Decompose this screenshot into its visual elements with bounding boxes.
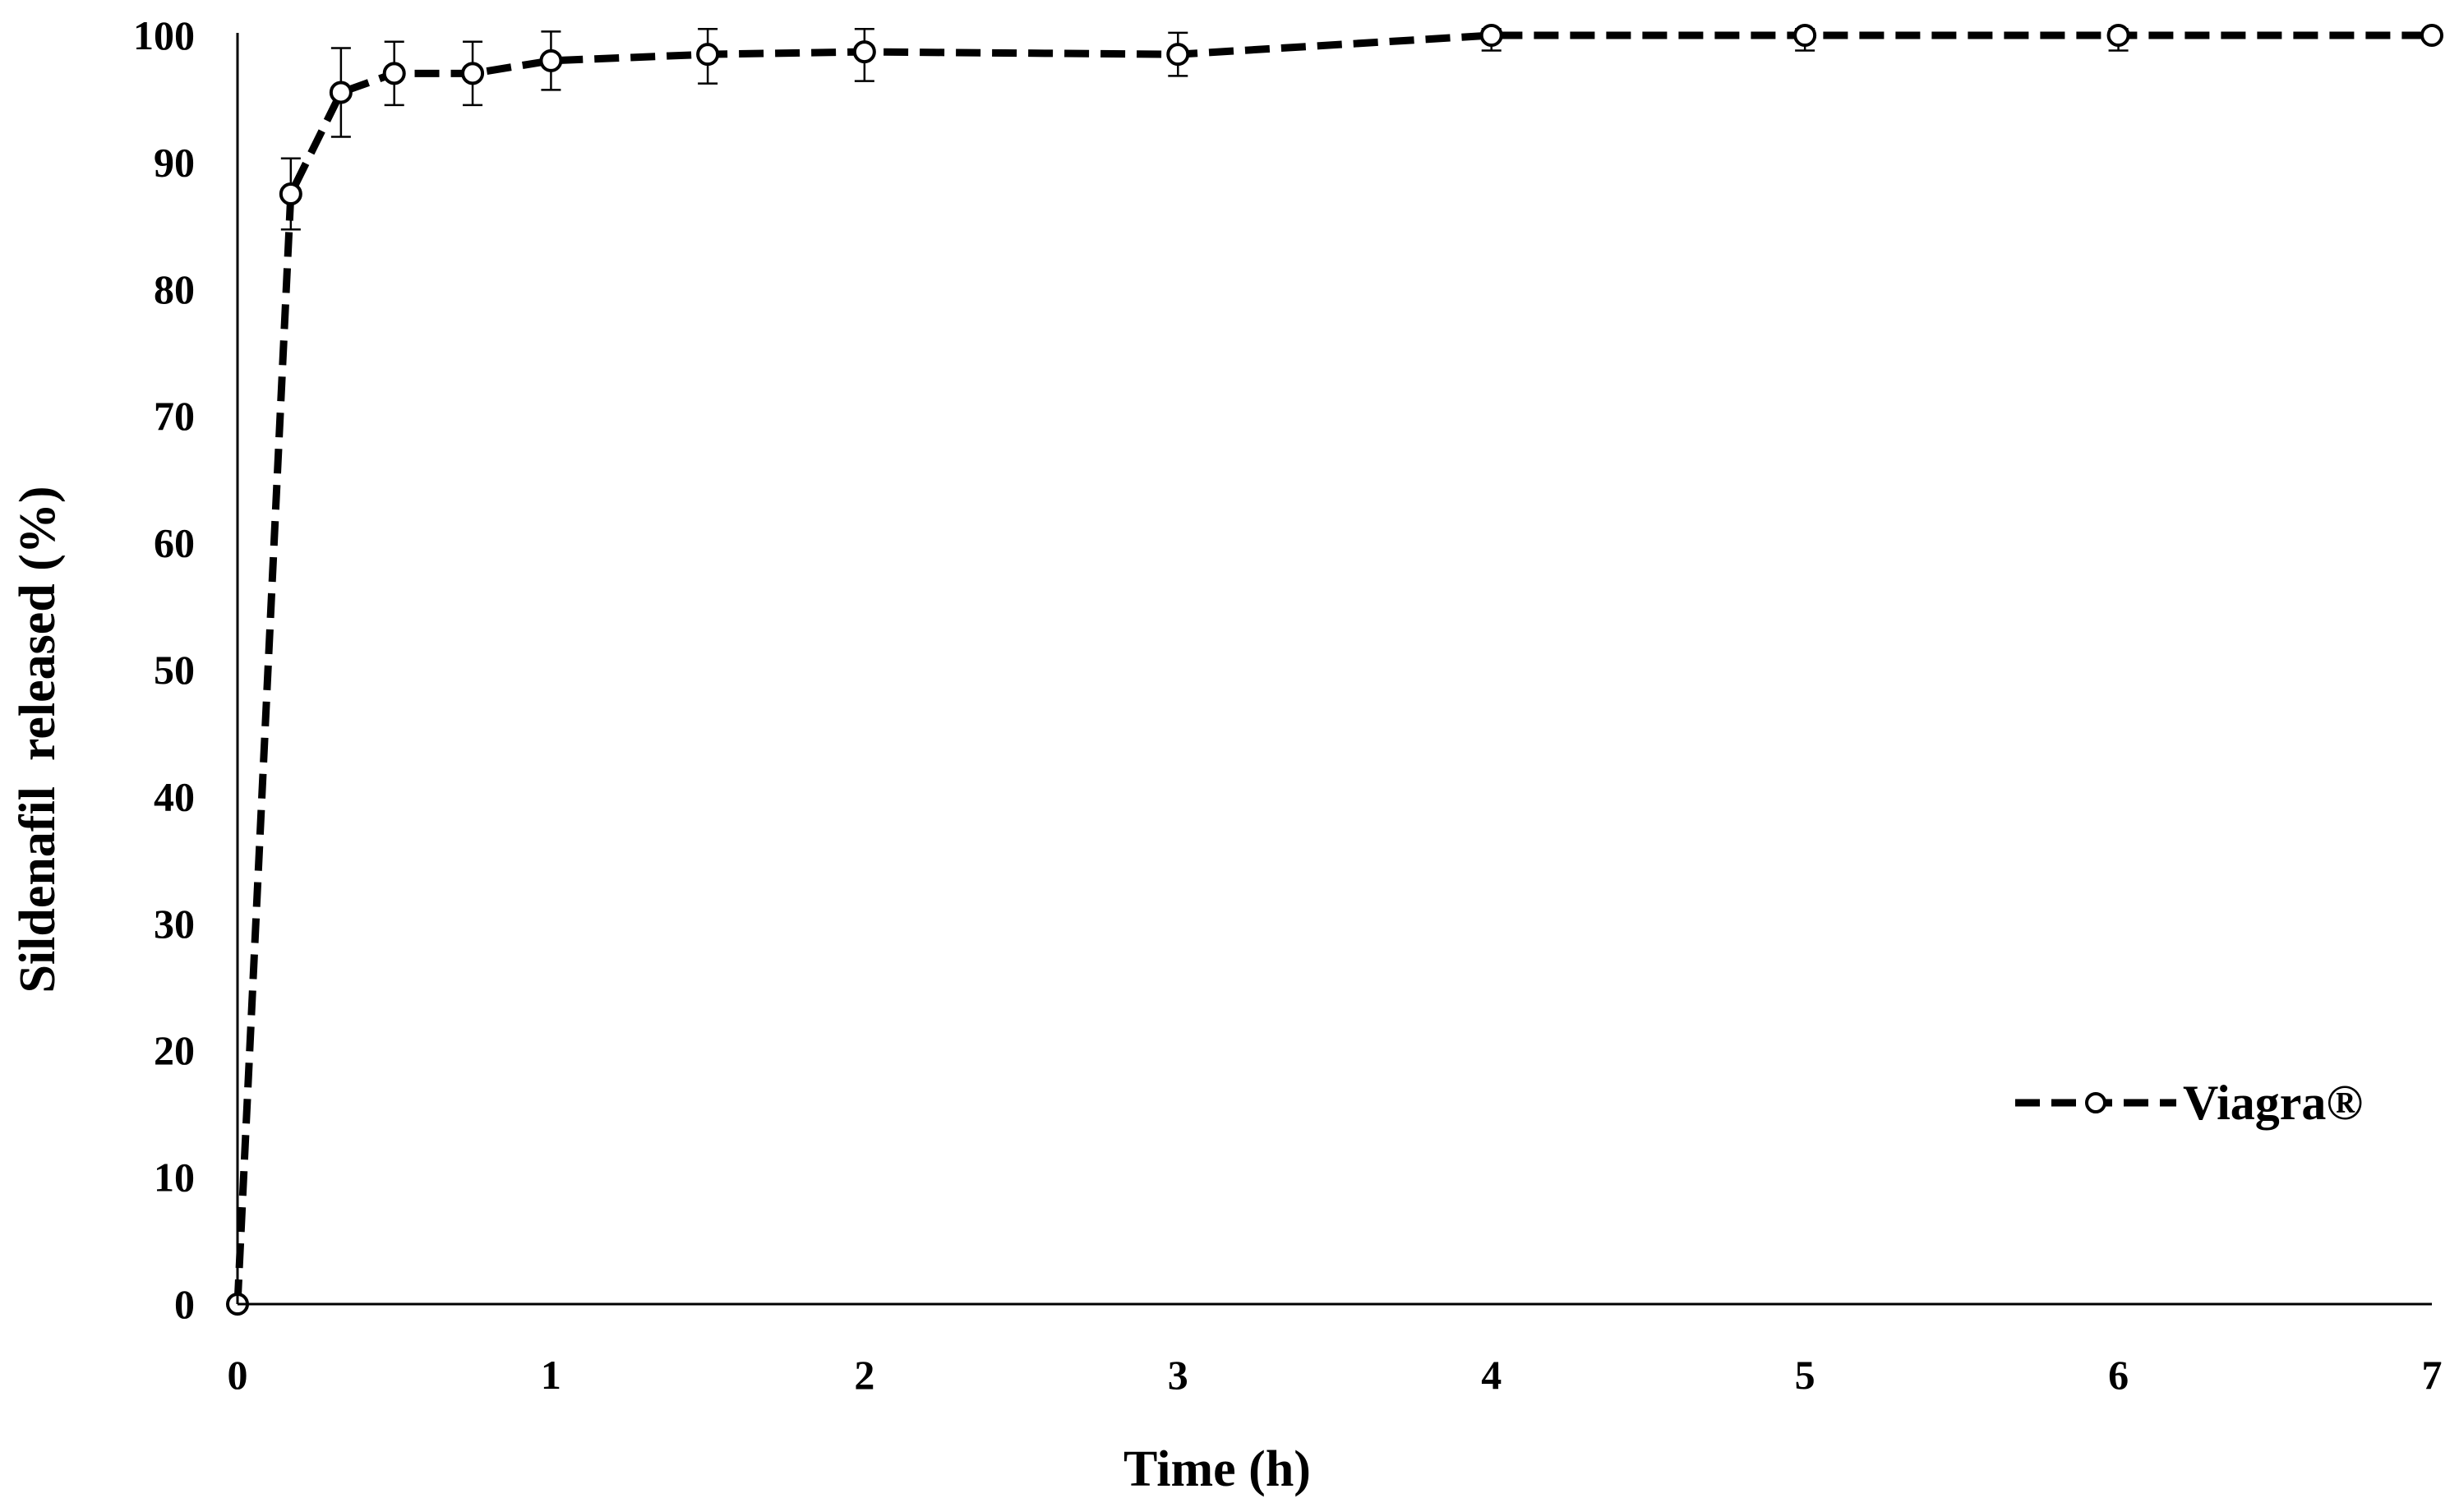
data-point (2420, 24, 2443, 47)
plot-area (226, 24, 2443, 1316)
legend-label-viagra: Viagra® (2183, 1076, 2363, 1130)
tick-labels: 0 10 20 30 40 50 60 70 80 90 100 0 1 2 3 4 5 6 7 (133, 12, 2443, 1398)
y-tick-label: 50 (154, 647, 195, 693)
y-tick-label: 40 (154, 773, 195, 819)
y-tick-label: 70 (154, 393, 195, 439)
y-tick-label: 90 (154, 139, 195, 185)
series-line-viagra (233, 31, 2432, 1305)
y-tick-label: 100 (133, 12, 195, 58)
data-point (382, 62, 406, 85)
data-point (461, 62, 485, 85)
legend-marker (2085, 1092, 2106, 1113)
data-point (1793, 24, 1817, 47)
data-point (539, 48, 563, 72)
x-tick-label: 5 (1795, 1352, 1815, 1398)
y-tick-label: 60 (154, 520, 195, 566)
x-tick-label: 4 (1481, 1352, 1502, 1398)
y-tick-label: 10 (154, 1155, 195, 1201)
x-tick-label: 1 (541, 1352, 561, 1398)
x-tick-label: 2 (854, 1352, 874, 1398)
x-tick-label: 7 (2422, 1352, 2443, 1398)
data-point (1166, 43, 1190, 67)
y-tick-label: 0 (174, 1281, 195, 1327)
x-tick-label: 3 (1168, 1352, 1188, 1398)
data-point (279, 182, 302, 205)
y-tick-label: 30 (154, 901, 195, 947)
data-point (1479, 24, 1503, 47)
y-tick-label: 20 (154, 1027, 195, 1073)
data-point (329, 81, 353, 104)
x-axis-title: Time (h) (1123, 1441, 1311, 1497)
x-tick-label: 0 (228, 1352, 248, 1398)
axes (236, 33, 2432, 1306)
x-tick-label: 6 (2108, 1352, 2129, 1398)
data-point (2106, 24, 2130, 47)
data-point (696, 43, 720, 67)
y-axis-title: Sildenafil released (%) (10, 486, 66, 993)
data-point (852, 40, 876, 64)
legend: Viagra® (2015, 1076, 2363, 1130)
y-tick-label: 80 (154, 266, 195, 312)
